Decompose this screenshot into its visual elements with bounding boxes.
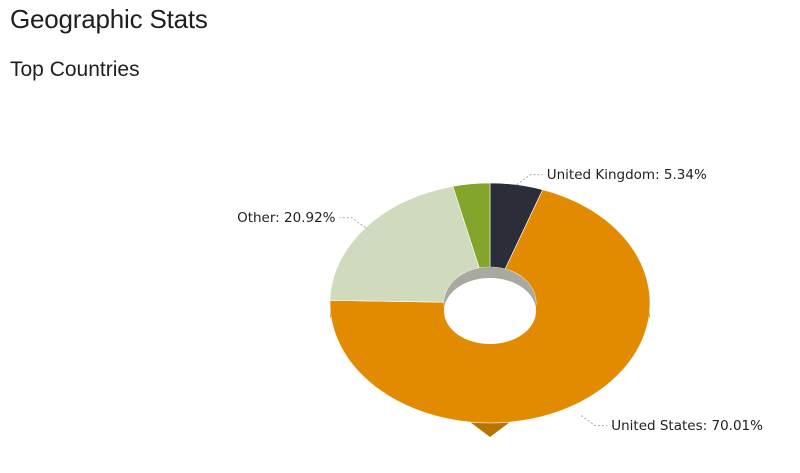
slice-label-united-states: United States: 70.01% xyxy=(611,418,763,434)
page-title: Geographic Stats xyxy=(10,4,208,34)
leader-line-united-kingdom xyxy=(516,174,543,186)
slice-label-united-kingdom: United Kingdom: 5.34% xyxy=(547,167,707,183)
pie-labels-layer: United Kingdom: 5.34% United States: 70.0… xyxy=(237,167,763,434)
pie-hole-layer xyxy=(444,267,536,344)
leader-line-united-states xyxy=(580,415,608,427)
leader-line-other xyxy=(339,217,366,229)
pie-hole xyxy=(444,278,536,344)
section-title: Top Countries xyxy=(10,58,140,81)
slice-label-other: Other: 20.92% xyxy=(237,210,336,226)
pie-top-layer xyxy=(329,182,651,424)
